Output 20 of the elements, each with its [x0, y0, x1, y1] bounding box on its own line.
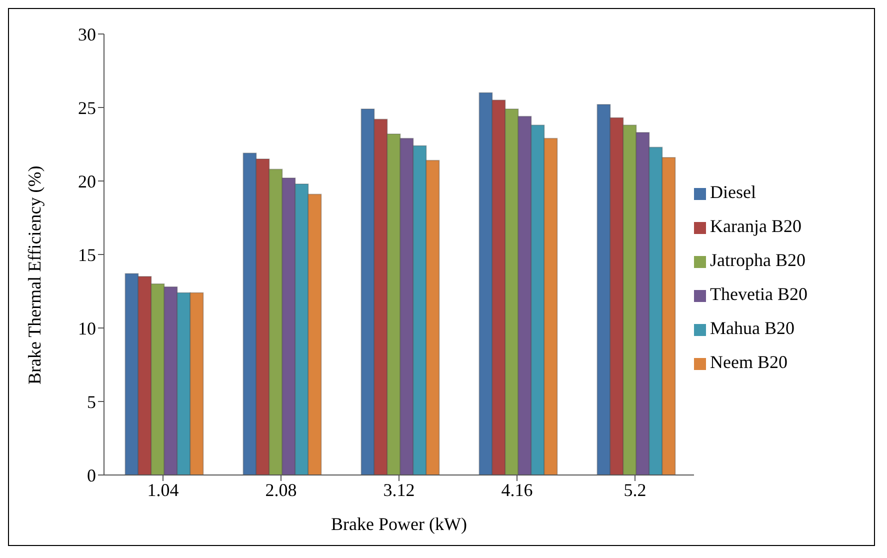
x-tick-label: 3.12: [383, 480, 415, 500]
legend-label: Karanja B20: [710, 216, 802, 236]
y-tick-label: 0: [87, 465, 96, 486]
y-tick-label: 10: [78, 318, 96, 338]
x-tick-label: 5.2: [624, 480, 646, 500]
legend-label: Jatropha B20: [710, 250, 806, 270]
x-tick-label: 2.08: [265, 480, 297, 500]
x-tick-label: 1.04: [147, 480, 179, 500]
y-tick-label: 15: [78, 244, 96, 265]
x-tick-label: 4.16: [501, 480, 533, 500]
y-tick-label: 30: [78, 24, 96, 44]
legend-label: Diesel: [710, 182, 756, 202]
y-tick-label: 25: [78, 98, 96, 118]
legend-label: Mahua B20: [710, 318, 794, 338]
y-tick-label: 5: [87, 392, 96, 412]
legend-label: Thevetia B20: [710, 284, 808, 304]
x-axis-title: Brake Power (kW): [331, 514, 467, 534]
y-tick-label: 20: [78, 171, 96, 192]
y-axis-title: Brake Thermal Efficiency (%): [24, 166, 44, 384]
legend-label: Neem B20: [710, 352, 788, 372]
